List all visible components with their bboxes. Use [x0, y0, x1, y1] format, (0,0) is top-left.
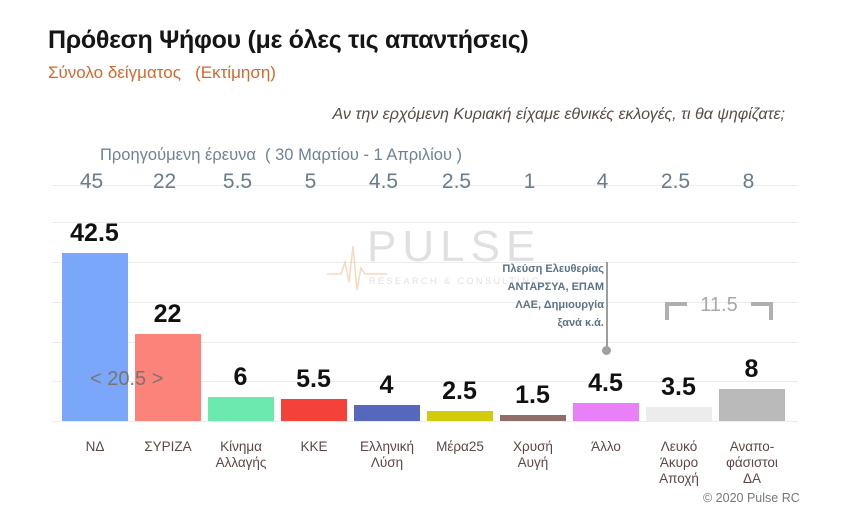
annotation-leader-dot — [602, 346, 611, 355]
bar — [719, 389, 785, 421]
annotation-leader-line — [606, 262, 608, 350]
bar-value-label: 4.5 — [588, 369, 623, 398]
category-label: ΚΚΕ — [300, 439, 328, 454]
bar-value-label: 6 — [233, 363, 248, 392]
watermark-brand: PULSE — [367, 222, 542, 271]
previous-value: 5 — [304, 170, 317, 193]
gridline — [52, 302, 798, 303]
previous-value: 4 — [596, 170, 609, 193]
previous-survey-label: Προηγούμενη έρευνα ( 30 Μαρτίου - 1 Απρι… — [100, 146, 463, 164]
category-label: ΝΔ — [85, 439, 105, 454]
category-label: Κίνημα Αλλαγής — [215, 439, 267, 470]
pulse-heartbeat-icon — [327, 245, 387, 291]
category-label: ΣΥΡΙΖΑ — [144, 439, 192, 454]
bar-value-label: 4 — [379, 371, 394, 400]
previous-value: 8 — [742, 170, 755, 193]
bar-value-label: 8 — [744, 355, 759, 384]
bar — [646, 407, 712, 421]
gridline — [52, 421, 798, 422]
gridline — [52, 381, 798, 382]
bar — [62, 253, 128, 421]
bar-value-label: 2.5 — [442, 377, 477, 406]
bar — [281, 399, 347, 421]
previous-value: 45 — [79, 170, 104, 193]
category-label: Χρυσή Αυγή — [513, 439, 553, 470]
previous-value: 4.5 — [368, 170, 399, 193]
bar — [208, 397, 274, 421]
bar-value-label: 1.5 — [515, 381, 550, 410]
bar-value-label: 5.5 — [296, 365, 331, 394]
bar — [427, 411, 493, 421]
bracket-icon — [665, 302, 773, 320]
bar — [135, 334, 201, 421]
bar — [573, 403, 639, 421]
category-label: Άλλο — [591, 439, 621, 454]
bracket-value: 11.5 — [700, 294, 738, 316]
gridline — [52, 222, 798, 223]
previous-value: 22 — [152, 170, 177, 193]
other-parties-annotation: Πλεύση Ελευθερίας ΑΝΤΑΡΣΥΑ, ΕΠΑΜ ΛΑΕ, Δη… — [502, 263, 604, 329]
category-label: Ελληνική Λύση — [359, 439, 415, 470]
bar — [354, 405, 420, 421]
category-label: Μέρα25 — [436, 439, 484, 454]
gridline — [52, 262, 798, 263]
previous-value: 5.5 — [222, 170, 253, 193]
category-label: Λευκό Άκυρο Αποχή — [659, 439, 699, 486]
bar-value-label: 22 — [153, 300, 182, 329]
bar-value-label: 42.5 — [70, 219, 119, 248]
watermark: PULSE RESEARCH & CONSULTING — [327, 222, 538, 292]
category-label: Αναπο- φάσιστοι ΔΑ — [726, 439, 778, 486]
copyright: © 2020 Pulse RC — [703, 491, 800, 505]
bar-value-label: 3.5 — [661, 373, 696, 402]
chart-title: Πρόθεση Ψήφου (με όλες τις απαντήσεις) — [48, 26, 529, 54]
undecided-bracket: 11.5 — [665, 294, 773, 322]
gridline — [52, 185, 798, 186]
gridline — [52, 342, 798, 343]
survey-question: Αν την ερχόμενη Κυριακή είχαμε εθνικές ε… — [332, 106, 785, 123]
chart-subtitle: Σύνολο δείγματος (Εκτίμηση) — [48, 63, 276, 82]
nd-syriza-gap-annotation: < 20.5 > — [90, 368, 164, 390]
previous-value: 2.5 — [441, 170, 472, 193]
bar — [500, 415, 566, 421]
previous-value: 2.5 — [660, 170, 691, 193]
previous-value: 1 — [523, 170, 536, 193]
watermark-tagline: RESEARCH & CONSULTING — [369, 276, 541, 286]
